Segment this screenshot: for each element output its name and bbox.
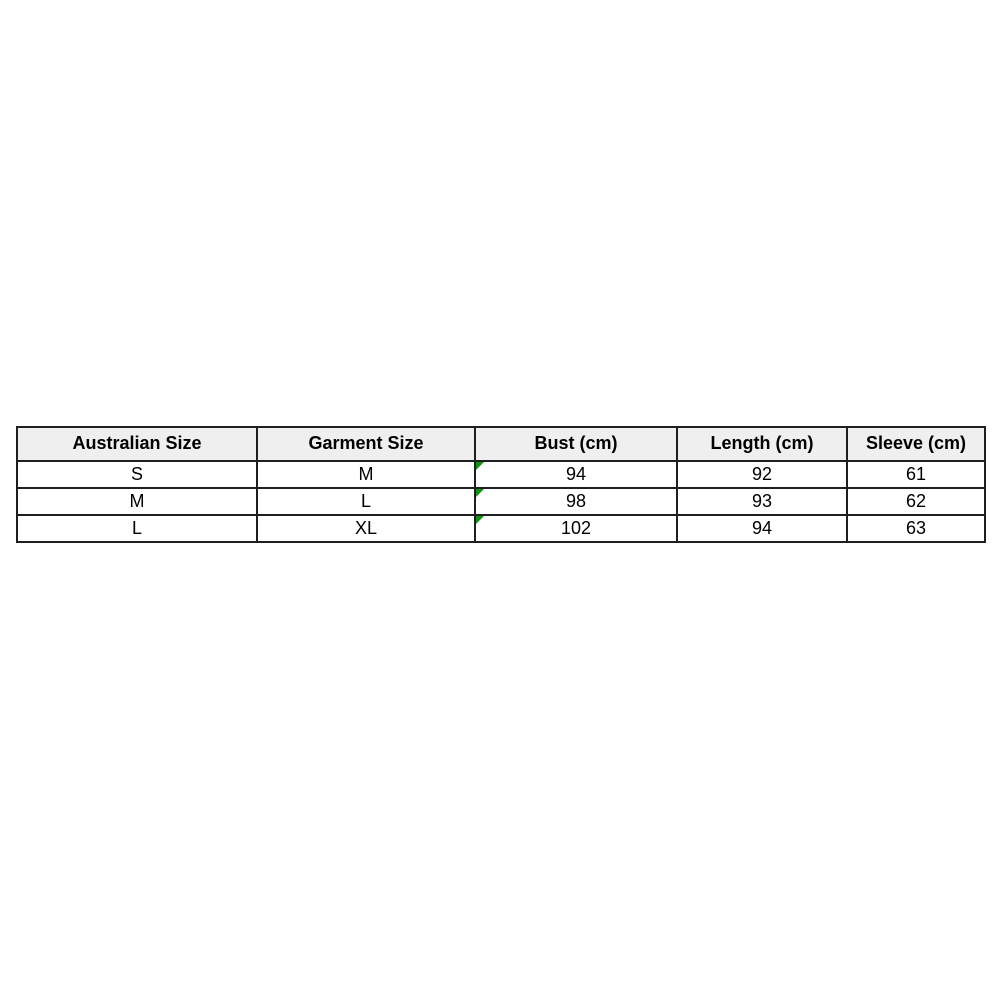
table-row-s: S M 94 92 61	[16, 460, 986, 489]
table-cell: 98	[474, 487, 678, 516]
error-indicator-icon	[476, 489, 484, 497]
table-cell: S	[16, 460, 258, 489]
table-row-m: M L 98 93 62	[16, 487, 986, 516]
table-cell-value: 98	[565, 490, 587, 511]
column-header-australian-size: Australian Size	[16, 426, 258, 462]
table-cell: 63	[846, 514, 986, 543]
header-row: Australian Size Garment Size Bust (cm) L…	[16, 426, 986, 462]
error-indicator-icon	[476, 516, 484, 524]
table-row-l: L XL 102 94 63	[16, 514, 986, 543]
table-cell: 94	[676, 514, 848, 543]
table-cell: 92	[676, 460, 848, 489]
table-cell: XL	[256, 514, 476, 543]
table-cell: 62	[846, 487, 986, 516]
table-cell: M	[256, 460, 476, 489]
table-cell: L	[16, 514, 258, 543]
table-cell: 93	[676, 487, 848, 516]
table-cell: M	[16, 487, 258, 516]
column-header-length-cm: Length (cm)	[676, 426, 848, 462]
size-chart-table: Australian Size Garment Size Bust (cm) L…	[16, 426, 986, 543]
error-indicator-icon	[476, 462, 484, 470]
table-cell: 61	[846, 460, 986, 489]
column-header-bust-cm: Bust (cm)	[474, 426, 678, 462]
column-header-sleeve-cm: Sleeve (cm)	[846, 426, 986, 462]
table-cell: 102	[474, 514, 678, 543]
table-cell-value: 94	[565, 463, 587, 484]
table-cell: 94	[474, 460, 678, 489]
table-cell: L	[256, 487, 476, 516]
column-header-garment-size: Garment Size	[256, 426, 476, 462]
table-cell-value: 102	[560, 517, 592, 538]
